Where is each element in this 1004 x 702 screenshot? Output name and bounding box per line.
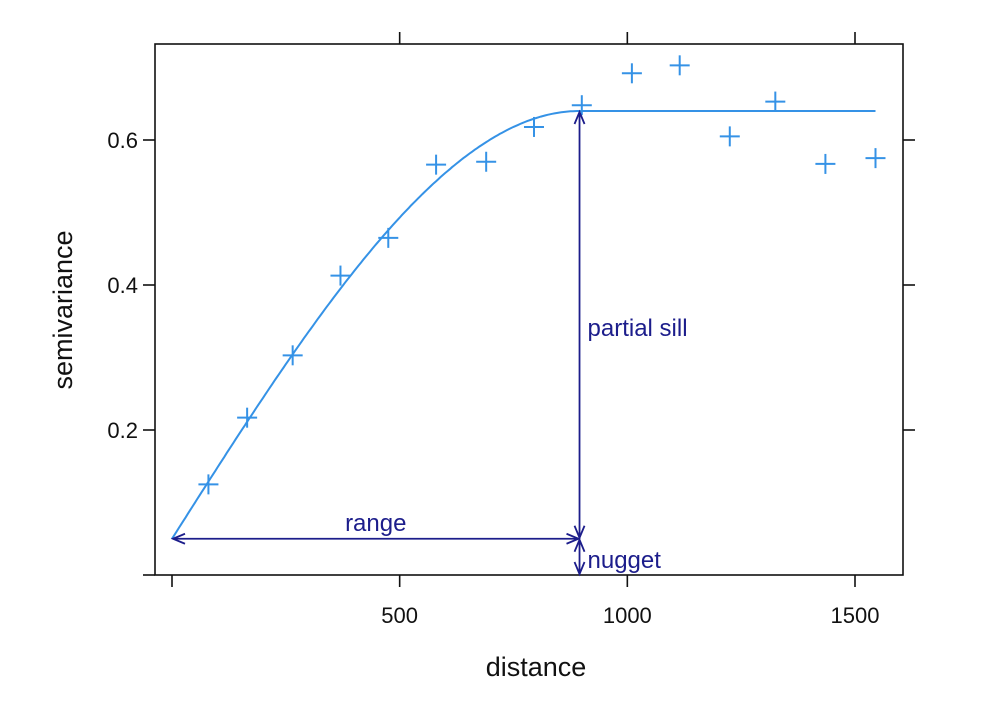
model-line-group [171, 110, 876, 540]
x-tick-label: 1000 [603, 603, 652, 628]
y-axis-title: semivariance [48, 230, 78, 389]
data-points-group [198, 55, 886, 495]
nugget-arrow-head-top [573, 537, 586, 553]
data-point [282, 345, 303, 366]
partial-sill-label: partial sill [588, 315, 688, 342]
data-point [476, 151, 497, 172]
annotations-group: range partial sill nugget [170, 109, 688, 577]
x-axis-title: distance [486, 652, 587, 682]
data-point [523, 116, 544, 137]
data-point [426, 154, 447, 175]
data-point [378, 227, 399, 248]
data-point [621, 63, 642, 84]
plot-frame [154, 43, 904, 576]
data-point [865, 148, 886, 169]
data-point [330, 265, 351, 286]
y-tick-label: 0.2 [107, 418, 138, 443]
range-label: range [345, 510, 406, 537]
nugget-arrow-head-bottom [573, 561, 586, 577]
nugget-label: nugget [588, 547, 662, 574]
plot-border [154, 43, 904, 576]
data-point [571, 95, 592, 116]
data-point [719, 126, 740, 147]
range-arrow-head-right [566, 532, 581, 545]
x-tick-label: 500 [381, 603, 418, 628]
data-point [237, 407, 258, 428]
range-arrow-head-left [170, 532, 186, 545]
data-point [198, 474, 219, 495]
data-point [765, 91, 786, 112]
data-point [669, 55, 690, 76]
y-tick-label: 0.4 [107, 273, 138, 298]
x-tick-label: 1500 [831, 603, 880, 628]
partial-sill-arrow-head-top [573, 109, 586, 125]
data-point [815, 153, 836, 174]
model-line [171, 110, 876, 540]
y-tick-label: 0.6 [107, 128, 138, 153]
axis-ticks: 500 1000 1500 0.2 0.4 0.6 [107, 32, 915, 628]
